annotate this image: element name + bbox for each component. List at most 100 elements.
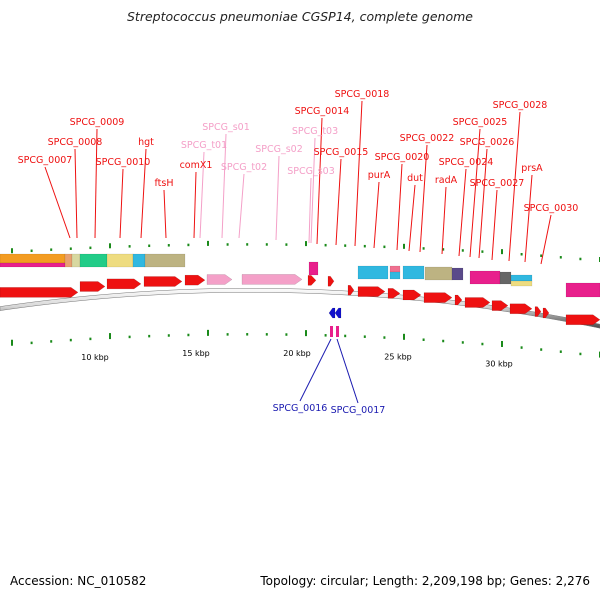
gene-label-SPCG_0015: SPCG_0015 [314,147,369,158]
category-band-0 [0,253,66,264]
category-band-12 [402,265,425,280]
tick-top-2 [50,248,53,251]
tick-top-25 [501,249,503,255]
leader-SPCG_t02 [238,173,245,239]
gene-labels: SPCG_0007 SPCG_0008 SPCG_0009 SPCG_0010 hgt f… [18,89,579,416]
category-band-10 [389,265,401,273]
leader-SPCG_0025 [469,128,481,258]
gene-label-SPCG_0025: SPCG_0025 [453,117,508,128]
gene-label-prsA: prsA [521,163,543,174]
tick-bottom-27 [540,348,543,351]
gene-label-SPCG_0009: SPCG_0009 [70,117,125,128]
leader-radA [441,186,447,255]
tick-bottom-25 [501,340,503,347]
tick-bottom-4 [89,337,92,341]
gene-label-SPCG_t01: SPCG_t01 [181,140,227,151]
tick-top-16 [324,243,327,247]
category-band-18 [510,280,533,287]
tick-bottom-11 [226,333,229,336]
scale-label-25: 25 kbp [384,352,412,361]
gene-label-SPCG_t03: SPCG_t03 [292,126,338,137]
gene-arrow-18 [534,306,542,317]
genes-value: 2,276 [555,574,590,588]
leader-SPCG_s02 [275,155,280,241]
tick-bottom-29 [579,352,582,356]
gene-arrow-11 [387,288,401,299]
tick-bottom-26 [520,346,523,349]
gene-label-ftsH: ftsH [155,178,174,189]
leader-SPCG_0016 [299,338,332,402]
gene-arrow-1 [79,281,106,292]
tick-top-8 [167,244,170,247]
accession-value: NC_010582 [77,574,147,588]
scale-label-10: 10 kbp [81,353,109,362]
reverse-band-0 [330,326,333,337]
gene-label-SPCG_0016: SPCG_0016 [273,403,328,414]
category-band-16 [499,271,512,285]
category-band-1 [0,262,66,268]
gene-arrow-0 [0,287,79,298]
tick-bottom-20 [403,333,405,340]
backbone-arc [0,288,600,329]
gene-label-SPCG_t02: SPCG_t02 [221,162,267,173]
tick-top-19 [383,245,386,249]
tick-top-29 [579,257,582,261]
tick-top-11 [226,243,229,246]
gene-label-SPCG_s01: SPCG_s01 [202,122,250,133]
gene-arrow-20 [565,314,600,325]
tick-bottom-6 [128,335,131,339]
tick-bottom-13 [265,333,268,336]
leader-SPCG_0009 [94,128,98,239]
leader-SPCG_t01 [199,151,205,239]
tick-bottom-14 [285,333,288,336]
gene-label-SPCG_0018: SPCG_0018 [335,89,390,100]
category-band-7 [144,253,186,268]
tick-bottom-17 [344,334,347,338]
gene-arrow-3 [143,276,183,287]
scale-label-20: 20 kbp [283,349,311,358]
category-band-3 [71,253,81,268]
gene-arrow-14 [454,294,463,306]
length-label: Length: [372,574,419,588]
tick-top-17 [344,244,347,247]
gene-arrow-rev-1 [334,307,342,319]
length-value: 2,209,198 bp [421,574,502,588]
tick-bottom-15 [305,330,307,337]
gene-arrow-8 [327,275,335,287]
tick-bottom-2 [50,340,53,343]
gene-label-SPCG_0017: SPCG_0017 [331,405,386,416]
topology-label: Topology: [260,574,317,588]
category-band-5 [106,253,134,268]
gene-label-SPCG_s02: SPCG_s02 [255,144,303,155]
category-band-15 [469,270,501,285]
tick-bottom-7 [148,334,151,338]
gene-label-radA: radA [435,175,458,186]
tick-top-9 [187,243,190,247]
category-band-19 [565,282,600,298]
tick-top-0 [11,248,13,254]
gene-arrow-7 [307,275,317,286]
tick-top-28 [559,256,562,259]
leader-SPCG_0018 [354,100,363,247]
gene-label-SPCG_0026: SPCG_0026 [460,137,515,148]
accession-label: Accession: [10,574,74,588]
tick-top-20 [403,243,405,249]
leader-SPCG_0024 [458,168,467,257]
tick-bottom-23 [461,341,464,344]
tick-bottom-3 [69,338,72,342]
scale-label-15: 15 kbp [182,349,210,358]
leader-purA [373,181,380,249]
tick-top-27 [540,254,543,257]
gene-label-SPCG_0022: SPCG_0022 [400,133,455,144]
gene-label-dut: dut [407,173,423,184]
leader-dut [408,184,416,252]
gene-arrows [0,274,600,337]
gene-arrow-13 [423,292,453,303]
tick-bottom-22 [442,339,445,343]
gene-arrow-5 [206,274,233,285]
leader-SPCG_s03 [308,177,312,244]
tick-top-15 [305,241,307,247]
tick-top-21 [422,247,425,250]
scale-label-30: 30 kbp [485,360,513,369]
